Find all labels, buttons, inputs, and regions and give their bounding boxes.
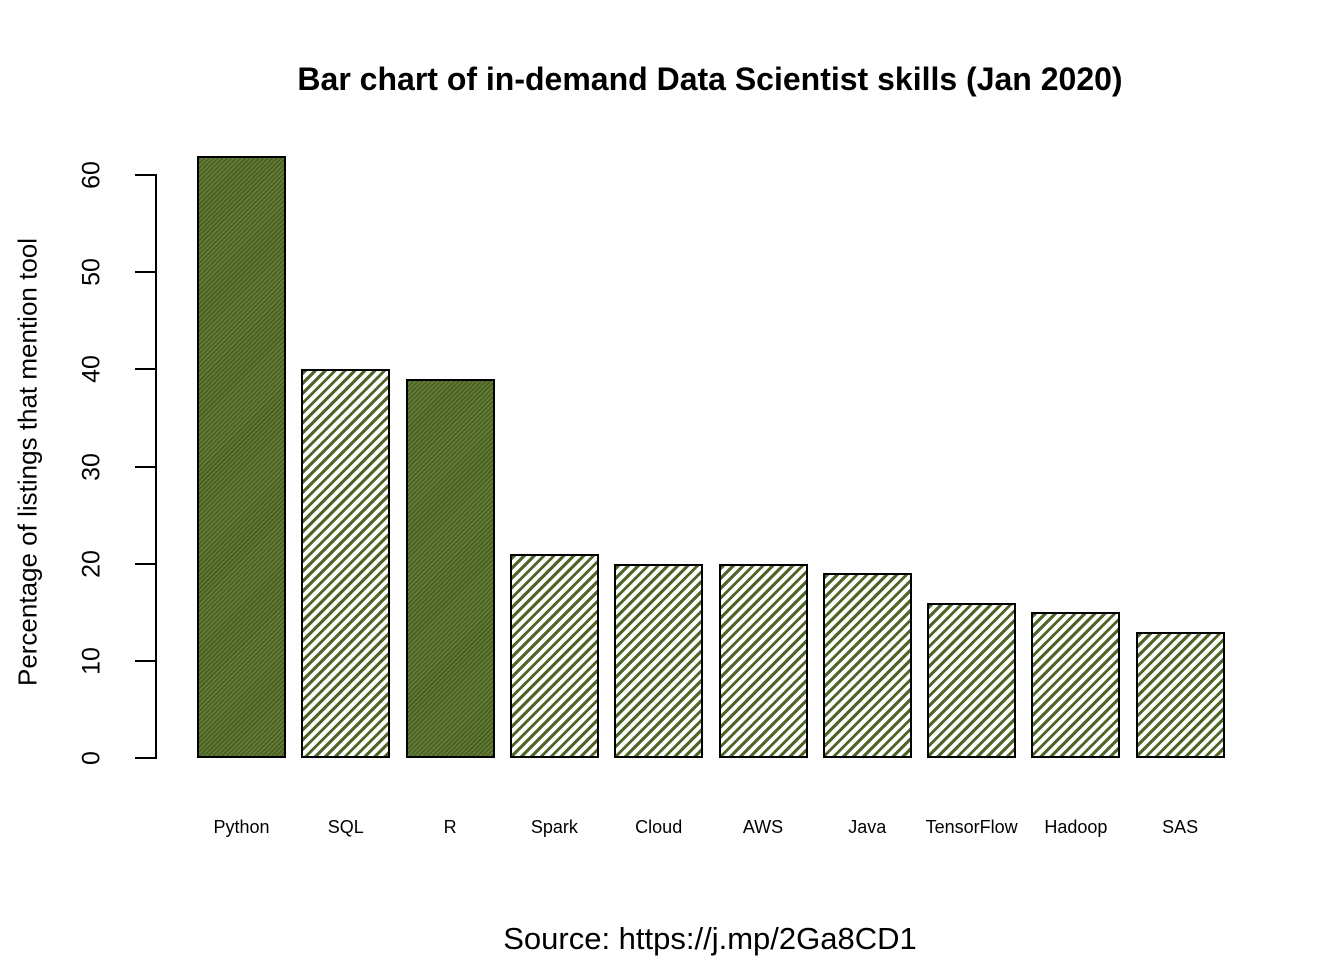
bar-spark: [509, 553, 599, 758]
x-tick-label-sas: SAS: [1162, 817, 1199, 837]
chart-title: Bar chart of in-demand Data Scientist sk…: [297, 61, 1123, 97]
bar-python: [197, 155, 286, 758]
bar-aws: [718, 563, 808, 758]
y-tick-label: 20: [77, 549, 106, 578]
y-tick-label: 50: [77, 258, 106, 287]
y-tick-label: 0: [77, 751, 106, 765]
x-tick-label-aws: AWS: [742, 817, 784, 837]
bar-r: [405, 379, 495, 758]
x-tick-label-tensorflow: TensorFlow: [925, 817, 1018, 837]
source-caption: Source: https://j.mp/2Ga8CD1: [503, 921, 917, 956]
bar-cloud: [614, 563, 704, 758]
y-axis-label: Percentage of listings that mention tool: [12, 237, 43, 687]
y-tick-label: 60: [77, 161, 106, 189]
y-tick-mark: [135, 368, 155, 371]
x-tick-label-java: Java: [848, 817, 887, 837]
y-tick-mark: [135, 174, 155, 176]
x-tick-label-spark: Spark: [530, 817, 578, 837]
x-tick-label-hadoop: Hadoop: [1044, 817, 1108, 837]
x-tick-label-sql: SQL: [327, 817, 364, 837]
x-tick-label-r: R: [443, 817, 457, 837]
x-tick-label-python: Python: [213, 817, 270, 837]
y-tick-label: 40: [77, 355, 106, 384]
y-tick-mark: [135, 757, 155, 759]
y-tick-mark: [135, 271, 155, 274]
bar-hadoop: [1031, 612, 1121, 758]
y-tick-mark: [135, 562, 155, 565]
y-tick-mark: [135, 659, 155, 662]
y-axis-line: [155, 174, 157, 759]
y-tick-label: 10: [77, 646, 106, 675]
y-tick-mark: [135, 465, 155, 468]
x-tick-label-cloud: Cloud: [635, 817, 683, 837]
bar-tensorflow: [927, 602, 1017, 758]
bar-java: [822, 573, 912, 758]
bar-sql: [301, 369, 391, 758]
y-tick-label: 30: [77, 452, 106, 481]
bar-sas: [1135, 631, 1225, 758]
